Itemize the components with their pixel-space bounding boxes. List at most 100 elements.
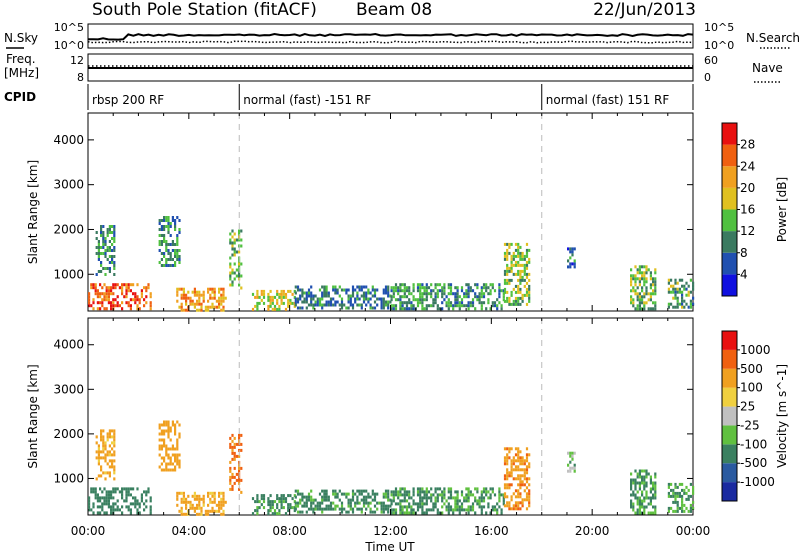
echo-cell — [103, 511, 106, 515]
echo-cell — [638, 280, 641, 284]
freq-left-tick-bottom: 8 — [77, 71, 84, 84]
echo-cell — [571, 466, 574, 470]
echo-cell — [160, 234, 163, 237]
echo-cell — [632, 277, 635, 281]
echo-cell — [125, 295, 128, 299]
echo-cell — [496, 502, 499, 506]
echo-cell — [485, 283, 488, 287]
echo-cell — [185, 302, 188, 306]
echo-cell — [178, 287, 181, 291]
echo-cell — [512, 302, 515, 306]
beam-label: Beam 08 — [356, 0, 432, 20]
echo-cell — [178, 261, 181, 264]
colorbar-tick-label: 8 — [740, 246, 748, 260]
echo-cell — [392, 496, 395, 500]
echo-cell — [222, 293, 225, 297]
echo-cell — [410, 505, 413, 509]
echo-cell — [525, 459, 529, 463]
echo-cell — [460, 304, 464, 308]
echo-cell — [235, 268, 238, 272]
echo-cell — [482, 487, 486, 491]
echo-cell — [641, 274, 644, 278]
echo-cell — [630, 505, 633, 509]
echo-cell — [514, 296, 518, 300]
echo-cell — [134, 505, 137, 509]
echo-cell — [174, 228, 177, 231]
echo-cell — [312, 498, 315, 502]
echo-cell — [229, 256, 232, 260]
echo-cell — [503, 486, 507, 490]
echo-cell — [102, 444, 105, 448]
echo-cell — [630, 268, 633, 272]
echo-cell — [647, 511, 650, 515]
echo-cell — [191, 290, 194, 294]
echo-cell — [167, 231, 170, 234]
echo-cell — [267, 298, 270, 302]
echo-cell — [496, 307, 499, 311]
echo-cell — [408, 490, 411, 494]
echo-cell — [523, 284, 526, 288]
echo-cell — [394, 307, 398, 311]
echo-cell — [692, 500, 695, 504]
echo-cell — [425, 487, 428, 491]
echo-cell — [478, 502, 481, 506]
echo-cell — [419, 292, 422, 296]
cpid-label: CPID — [4, 90, 36, 104]
echo-cell — [165, 258, 168, 261]
figure-title: South Pole Station (fitACF) — [92, 0, 317, 20]
echo-cell — [213, 491, 216, 495]
echo-cell — [432, 493, 435, 497]
echo-cell — [171, 249, 174, 252]
echo-cell — [689, 278, 692, 282]
echo-cell — [643, 301, 646, 305]
echo-cell — [196, 497, 199, 501]
echo-cell — [340, 492, 344, 496]
echo-cell — [519, 275, 522, 279]
echo-cell — [96, 499, 99, 503]
echo-cell — [525, 456, 529, 460]
echo-cell — [687, 488, 690, 492]
echo-cell — [399, 283, 402, 287]
echo-cell — [222, 497, 225, 501]
echo-cell — [643, 280, 646, 284]
echo-cell — [447, 298, 450, 302]
echo-cell — [229, 232, 232, 236]
echo-cell — [649, 511, 652, 515]
echo-cell — [687, 290, 690, 294]
echo-cell — [140, 493, 143, 497]
echo-cell — [517, 254, 520, 258]
echo-cell — [667, 482, 670, 486]
echo-cell — [193, 302, 196, 306]
echo-cell — [456, 493, 459, 497]
echo-cell — [108, 444, 111, 448]
echo-cell — [185, 512, 188, 516]
echo-cell — [672, 284, 675, 288]
echo-cell — [171, 240, 174, 243]
echo-cell — [256, 289, 259, 293]
echo-cell — [231, 235, 234, 239]
echo-cell — [113, 435, 116, 439]
echo-cell — [347, 297, 350, 301]
echo-cell — [182, 296, 185, 300]
echo-cell — [476, 490, 479, 494]
echo-cell — [645, 268, 648, 272]
echo-cell — [113, 225, 116, 228]
nave-label: Nave — [752, 61, 783, 75]
echo-cell — [271, 503, 274, 507]
echo-cell — [145, 289, 148, 293]
echo-cell — [323, 492, 326, 496]
echo-cell — [641, 502, 644, 506]
echo-cell — [273, 295, 277, 299]
echo-cell — [220, 503, 223, 507]
colorbar-tick-label: 100 — [740, 381, 763, 395]
echo-cell — [108, 225, 111, 228]
echo-cell — [652, 484, 655, 488]
echo-cell — [351, 492, 355, 496]
echo-cell — [480, 307, 483, 311]
x-tick-label: 00:00 — [71, 524, 106, 538]
echo-cell — [100, 228, 103, 231]
echo-cell — [523, 459, 526, 463]
echo-cell — [503, 287, 507, 291]
echo-cell — [519, 269, 522, 273]
